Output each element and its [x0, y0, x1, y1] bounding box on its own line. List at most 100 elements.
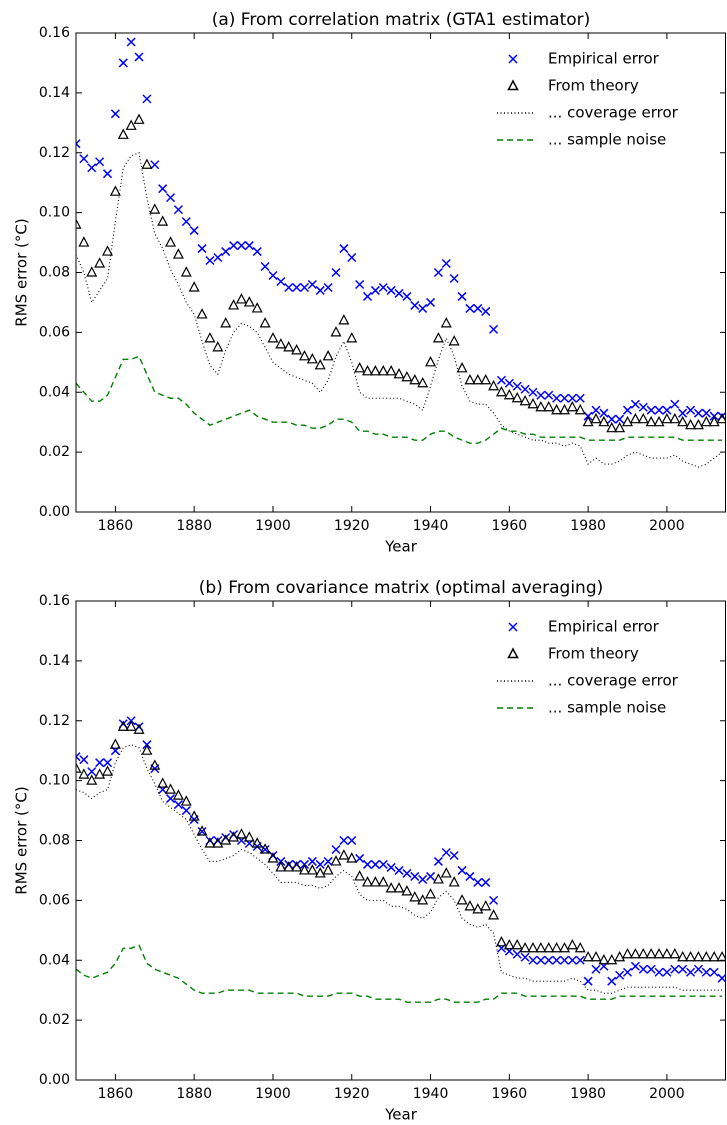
marker — [528, 955, 538, 965]
marker — [330, 326, 342, 337]
chart-title: (a) From correlation matrix (GTA1 estima… — [212, 10, 591, 30]
marker — [637, 412, 649, 424]
marker — [615, 414, 625, 424]
marker — [599, 408, 609, 418]
marker — [591, 964, 601, 974]
marker — [251, 302, 263, 313]
y-axis-label: RMS error (°C) — [13, 786, 31, 894]
marker — [299, 282, 310, 292]
marker — [708, 950, 720, 962]
y-tick-label: 0.02 — [39, 444, 70, 460]
marker — [118, 58, 128, 68]
marker — [109, 185, 121, 196]
marker — [481, 877, 491, 887]
marker — [133, 113, 145, 124]
marker — [630, 399, 640, 409]
plot-area — [76, 716, 726, 1003]
marker — [638, 964, 648, 974]
marker — [417, 894, 429, 905]
marker — [401, 370, 413, 382]
marker — [646, 964, 656, 974]
marker — [180, 795, 192, 806]
marker — [661, 412, 673, 424]
marker — [141, 744, 153, 755]
marker — [559, 393, 570, 403]
marker — [76, 762, 82, 773]
marker — [110, 109, 120, 119]
marker — [181, 806, 191, 816]
marker — [465, 303, 475, 313]
marker — [322, 864, 334, 875]
y-tick-label: 0.00 — [39, 1072, 70, 1088]
marker — [173, 800, 183, 810]
y-tick-label: 0.14 — [39, 653, 70, 669]
marker — [432, 873, 444, 884]
marker — [544, 390, 554, 400]
marker — [457, 291, 467, 301]
marker — [197, 826, 207, 837]
marker — [520, 952, 530, 962]
marker — [543, 941, 555, 953]
marker — [519, 394, 531, 406]
marker — [622, 947, 634, 959]
legend-label: From theory — [548, 77, 639, 95]
marker — [109, 738, 121, 749]
marker — [228, 831, 240, 842]
x-tick-label: 1860 — [98, 518, 134, 534]
marker — [661, 947, 673, 959]
marker — [558, 403, 570, 415]
marker — [157, 777, 169, 788]
marker — [527, 397, 539, 409]
y-tick-label: 0.14 — [39, 85, 70, 101]
marker — [418, 874, 428, 884]
marker — [677, 950, 689, 962]
marker — [488, 379, 500, 391]
axes-frame — [75, 32, 726, 513]
marker — [354, 870, 366, 881]
marker — [78, 236, 90, 247]
marker — [243, 296, 255, 307]
marker — [235, 293, 247, 304]
marker — [149, 203, 161, 214]
marker — [614, 421, 626, 433]
marker — [221, 247, 231, 257]
marker — [102, 245, 114, 256]
marker — [709, 967, 719, 977]
marker — [496, 375, 506, 385]
marker — [275, 861, 287, 872]
marker — [417, 376, 429, 388]
y-tick-label: 0.12 — [39, 145, 70, 161]
x-axis-label: Year — [384, 1106, 418, 1124]
marker — [716, 950, 726, 962]
marker — [425, 888, 437, 899]
marker — [670, 399, 680, 409]
marker — [346, 332, 358, 343]
subplot: (a) From correlation matrix (GTA1 estima… — [13, 10, 726, 556]
marker — [638, 402, 648, 412]
marker — [339, 835, 349, 846]
marker — [645, 947, 657, 959]
x-tick-label: 1960 — [492, 1086, 528, 1102]
marker — [78, 768, 90, 779]
marker — [220, 317, 232, 328]
marker — [79, 154, 89, 164]
marker — [125, 720, 137, 731]
marker — [473, 877, 483, 887]
marker — [393, 882, 405, 893]
marker — [298, 864, 310, 875]
marker — [489, 895, 499, 905]
marker — [307, 279, 317, 290]
marker — [701, 967, 711, 977]
legend-item: From theory — [507, 77, 639, 95]
marker — [134, 52, 144, 62]
marker — [433, 267, 443, 278]
marker — [614, 950, 626, 962]
marker — [150, 160, 160, 170]
marker — [535, 941, 547, 953]
y-axis-label: RMS error (°C) — [13, 218, 31, 326]
marker — [464, 900, 476, 911]
marker — [180, 266, 192, 277]
marker — [362, 876, 374, 887]
marker — [298, 350, 310, 361]
marker — [157, 215, 169, 226]
